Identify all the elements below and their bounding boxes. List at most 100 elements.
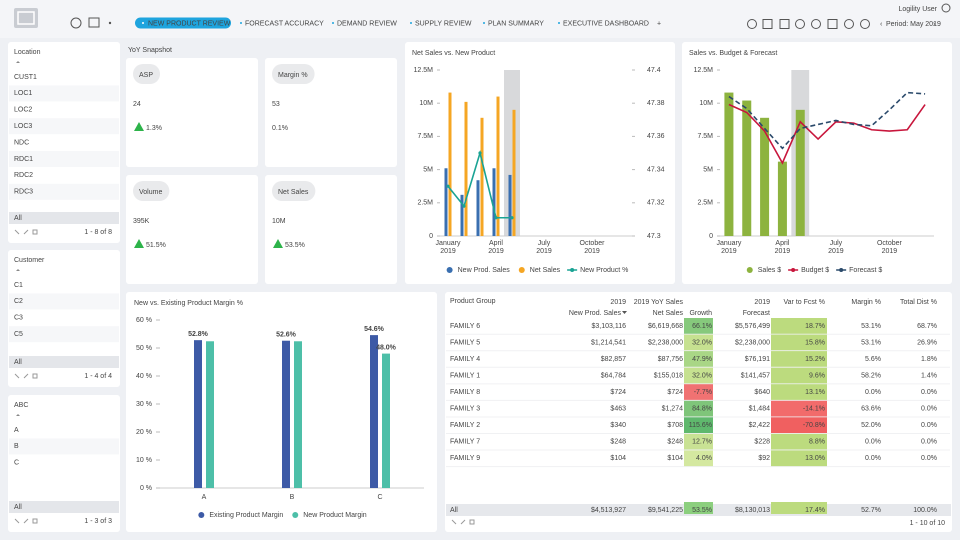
filter-item: A <box>14 427 19 434</box>
period[interactable]: Period: May 2019 <box>886 21 941 28</box>
edit-icon[interactable] <box>779 19 790 29</box>
share-icon[interactable] <box>811 19 821 29</box>
table-cell: 32.0% <box>692 339 712 346</box>
table-pager: 1 - 10 of 10 <box>910 520 946 527</box>
legend-swatch <box>839 268 844 272</box>
kpi-card <box>265 58 397 167</box>
y-tick-label: 50 % <box>136 345 152 352</box>
user-name[interactable]: Logility User <box>898 6 937 13</box>
app-logo[interactable] <box>14 8 38 28</box>
row-label[interactable]: FAMILY 2 <box>450 422 480 429</box>
comment-icon[interactable] <box>747 19 757 29</box>
filter-row[interactable] <box>9 69 119 85</box>
growth-cell <box>684 367 713 385</box>
filter-row[interactable] <box>9 422 119 438</box>
line-marker <box>462 204 466 208</box>
filter-pager: 1 - 8 of 8 <box>84 229 112 236</box>
sort-icon <box>16 269 20 271</box>
filter-row[interactable] <box>9 454 119 471</box>
table-cell: $4,513,927 <box>591 507 626 514</box>
filter-tools[interactable] <box>14 518 38 524</box>
save-icon[interactable] <box>762 19 773 29</box>
forward-icon[interactable] <box>844 19 854 29</box>
column-header[interactable]: Growth <box>689 310 712 317</box>
download-icon[interactable] <box>827 19 838 29</box>
tab[interactable]: DEMAND REVIEW <box>337 20 397 27</box>
filter-all-row[interactable] <box>9 212 119 224</box>
x-tick-label: October <box>877 240 903 247</box>
table-cell: $76,191 <box>745 356 770 363</box>
settings-icon[interactable] <box>860 19 870 29</box>
kpi-trend-arrow <box>273 239 283 248</box>
y-tick-label: 12.5M <box>694 67 714 74</box>
filter-row[interactable] <box>9 167 119 184</box>
filter-all[interactable]: All <box>14 359 22 366</box>
row-label[interactable]: FAMILY 6 <box>450 323 480 330</box>
filter-all-row[interactable] <box>9 356 119 368</box>
table-cell: 63.6% <box>861 406 881 413</box>
filter-row[interactable] <box>9 293 119 310</box>
column-header[interactable]: New Prod. Sales <box>569 310 622 317</box>
user-icon[interactable] <box>941 3 951 13</box>
current-period-band <box>504 70 520 236</box>
x-tick-label: 2019 <box>775 248 791 255</box>
row-label[interactable]: FAMILY 7 <box>450 439 480 446</box>
filter-all-row[interactable] <box>9 501 119 513</box>
filter-row[interactable] <box>9 151 119 167</box>
filter-row[interactable] <box>9 326 119 343</box>
filter-row[interactable] <box>9 101 119 118</box>
bar <box>370 335 378 488</box>
column-header[interactable]: Forecast <box>743 310 770 317</box>
filter-row[interactable] <box>9 118 119 135</box>
row-label[interactable]: FAMILY 4 <box>450 356 480 363</box>
filter-row[interactable] <box>9 85 119 102</box>
bar <box>512 109 516 236</box>
filter-row[interactable] <box>9 438 119 455</box>
period-prev[interactable]: ‹ <box>880 21 883 28</box>
row-label[interactable]: All <box>450 507 458 514</box>
tab[interactable]: PLAN SUMMARY <box>488 20 544 27</box>
column-header[interactable]: Net Sales <box>653 310 684 317</box>
copy-icon[interactable] <box>88 17 100 28</box>
filter-item: C1 <box>14 282 23 289</box>
refresh-icon[interactable] <box>795 19 805 29</box>
kpi-label-pill <box>133 181 170 201</box>
column-header: Margin % <box>851 299 881 306</box>
filter-all[interactable]: All <box>14 504 22 511</box>
chat-icon[interactable] <box>70 17 82 29</box>
filter-row[interactable] <box>9 277 119 293</box>
tab[interactable]: NEW PRODUCT REVIEW <box>148 20 231 27</box>
row-label[interactable]: FAMILY 3 <box>450 406 480 413</box>
row-label[interactable]: FAMILY 9 <box>450 455 480 462</box>
add-tab[interactable]: + <box>657 20 661 27</box>
table-cell: 0.0% <box>921 406 937 413</box>
tab[interactable]: EXECUTIVE DASHBOARD <box>563 20 649 27</box>
table-cell: 0.0% <box>921 389 937 396</box>
column-header: Var to Fcst % <box>784 299 826 306</box>
y-tick-label: 30 % <box>136 401 152 408</box>
table-cell: 53.1% <box>861 339 881 346</box>
tab[interactable]: SUPPLY REVIEW <box>415 20 472 27</box>
table-tools[interactable] <box>451 519 475 525</box>
line-marker <box>510 216 514 220</box>
row-label[interactable]: FAMILY 5 <box>450 339 480 346</box>
kpi-label: ASP <box>139 72 153 79</box>
filter-all[interactable]: All <box>14 215 22 222</box>
row-label[interactable]: FAMILY 8 <box>450 389 480 396</box>
filter-tools[interactable] <box>14 229 38 235</box>
menu-icon[interactable] <box>108 21 112 25</box>
filter-item: LOC2 <box>14 107 32 114</box>
filter-row[interactable] <box>9 134 119 151</box>
y-tick-label: 7.5M <box>417 133 433 140</box>
filter-row[interactable] <box>9 309 119 326</box>
row-label[interactable]: FAMILY 1 <box>450 372 480 379</box>
data-label: 54.6% <box>364 326 385 333</box>
filter-row[interactable] <box>9 183 119 200</box>
bar <box>480 117 484 236</box>
period-next[interactable]: › <box>933 21 936 28</box>
filter-tools[interactable] <box>14 373 38 379</box>
tab[interactable]: FORECAST ACCURACY <box>245 20 324 27</box>
table-cell: 52.0% <box>861 422 881 429</box>
legend-label: Budget $ <box>801 267 829 274</box>
